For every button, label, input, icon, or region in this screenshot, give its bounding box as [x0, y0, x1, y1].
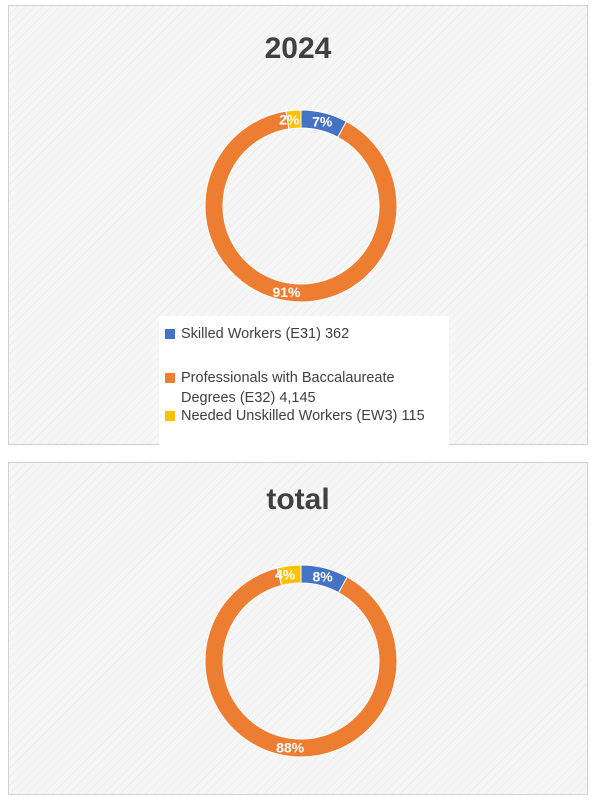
- legend-label: Professionals with Baccalaureate Degrees…: [181, 368, 447, 408]
- legend-label: Skilled Workers (E31) 362: [181, 324, 349, 344]
- data-label-unskilled-workers: 4%: [275, 567, 296, 583]
- data-label-professionals: 88%: [276, 739, 305, 755]
- legend-swatch: [165, 373, 175, 383]
- legend-swatch: [165, 329, 175, 339]
- donut-chart: 8% 88% 4%: [9, 463, 589, 796]
- donut-slice-professionals: [205, 568, 397, 757]
- legend-swatch: [165, 411, 175, 421]
- data-label-skilled-workers: 7%: [312, 114, 333, 130]
- chart-panel-2024: 2024 7% 91% 2% Skilled Workers (E31) 362 P…: [8, 5, 588, 445]
- legend-label: Needed Unskilled Workers (EW3) 115: [181, 406, 425, 426]
- data-label-skilled-workers: 8%: [313, 569, 334, 585]
- chart-panel-total: total 8% 88% 4%: [8, 462, 588, 795]
- data-label-professionals: 91%: [272, 284, 301, 300]
- data-label-unskilled-workers: 2%: [279, 111, 300, 127]
- donut-slice-professionals: [205, 111, 397, 302]
- legend: Skilled Workers (E31) 362 Professionals …: [159, 316, 449, 448]
